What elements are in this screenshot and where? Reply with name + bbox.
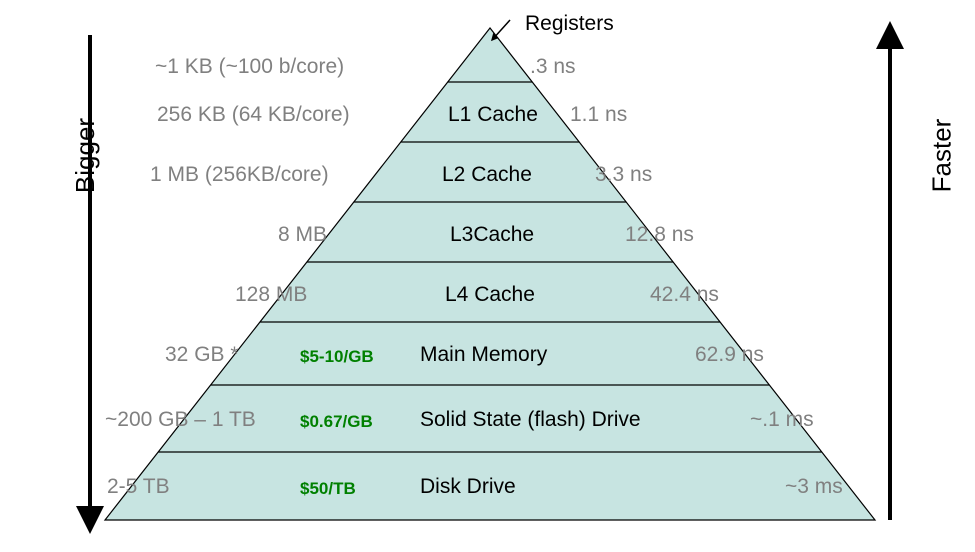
axis-label-bigger: Bigger <box>70 118 101 193</box>
layer-name-6: Solid State (flash) Drive <box>420 408 641 432</box>
layer-size-2: 1 MB (256KB/core) <box>150 163 329 187</box>
layer-time-2: 3.3 ns <box>595 163 652 187</box>
axis-label-faster: Faster <box>926 119 957 193</box>
layer-time-6: ~.1 ms <box>750 408 814 432</box>
layer-size-7: 2-5 TB <box>107 475 170 499</box>
layer-time-5: 62.9 ns <box>695 343 764 367</box>
layer-name-0: Registers <box>525 12 614 36</box>
layer-size-0: ~1 KB (~100 b/core) <box>155 55 344 79</box>
layer-time-1: 1.1 ns <box>570 103 627 127</box>
layer-size-6: ~200 GB – 1 TB <box>105 408 256 432</box>
layer-size-5: 32 GB * <box>165 343 239 367</box>
layer-price-6: $0.67/GB <box>300 412 373 432</box>
layer-price-5: $5-10/GB <box>300 347 374 367</box>
layer-size-3: 8 MB <box>278 223 327 247</box>
memory-hierarchy-diagram <box>0 0 975 552</box>
layer-name-4: L4 Cache <box>445 283 535 307</box>
layer-name-2: L2 Cache <box>442 163 532 187</box>
layer-name-3: L3Cache <box>450 223 534 247</box>
layer-time-0: .3 ns <box>530 55 576 79</box>
layer-name-7: Disk Drive <box>420 475 516 499</box>
layer-price-7: $50/TB <box>300 479 356 499</box>
layer-name-5: Main Memory <box>420 343 547 367</box>
layer-time-3: 12.8 ns <box>625 223 694 247</box>
layer-time-4: 42.4 ns <box>650 283 719 307</box>
layer-time-7: ~3 ms <box>785 475 843 499</box>
layer-size-1: 256 KB (64 KB/core) <box>157 103 350 127</box>
layer-name-1: L1 Cache <box>448 103 538 127</box>
layer-size-4: 128 MB <box>235 283 307 307</box>
